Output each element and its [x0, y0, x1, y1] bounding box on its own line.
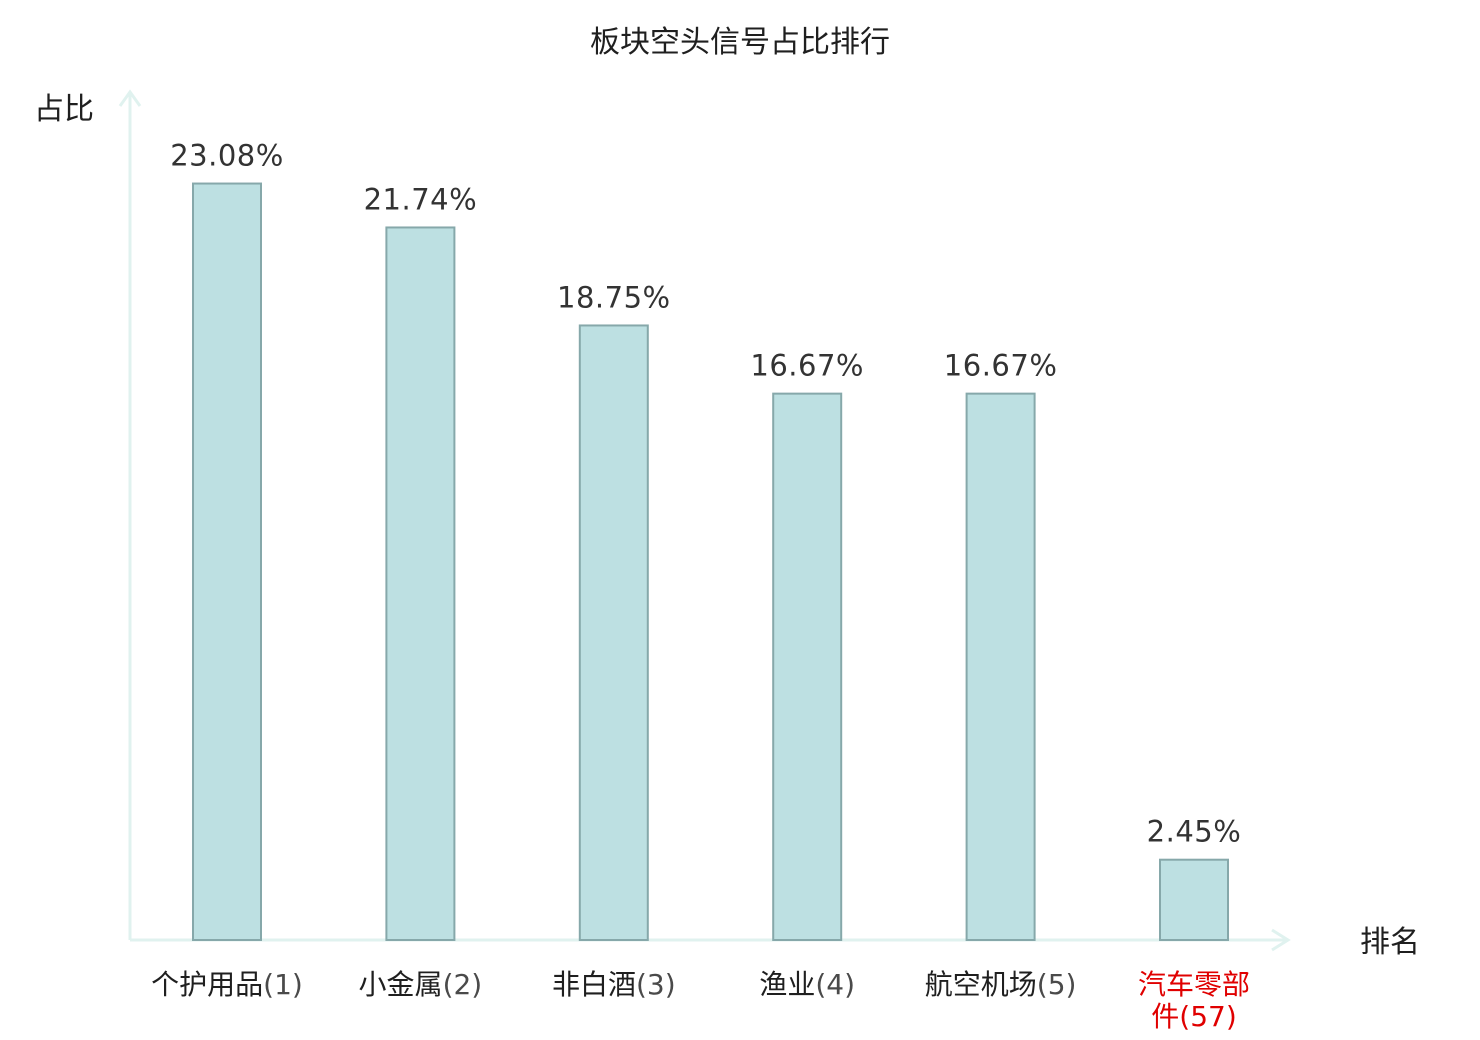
category-name: 小金属 — [359, 968, 443, 1001]
bar-6 — [1159, 858, 1229, 942]
category-rank: (4) — [815, 968, 855, 1001]
svg-text:小金属(2): 小金属(2) — [359, 968, 483, 1001]
bar-2 — [385, 226, 456, 942]
value-label-1: 23.08% — [170, 139, 284, 173]
x-axis — [130, 928, 1291, 952]
x-axis-arrow — [1271, 928, 1291, 952]
value-label-4: 16.67% — [750, 349, 864, 383]
category-label-5: 航空机场(5) — [925, 968, 1077, 1001]
category-rank: (2) — [443, 968, 483, 1001]
svg-text:航空机场(5): 航空机场(5) — [925, 968, 1077, 1001]
category-label-4: 渔业(4) — [759, 968, 855, 1001]
category-rank: (57) — [1179, 1000, 1236, 1033]
category-rank: (5) — [1037, 968, 1077, 1001]
category-name: 渔业 — [759, 968, 815, 1001]
value-label-5: 16.67% — [944, 349, 1058, 383]
bar-4 — [772, 392, 843, 941]
bars-group — [192, 182, 1229, 942]
category-rank: (1) — [263, 968, 303, 1001]
category-name: 个护用品 — [151, 968, 263, 1001]
value-label-6: 2.45% — [1147, 815, 1242, 849]
category-name-line2: 件(57) — [1151, 1000, 1237, 1033]
category-name: 航空机场 — [925, 968, 1037, 1001]
category-name-line1: 汽车零部 — [1138, 968, 1250, 1001]
svg-text:非白酒(3): 非白酒(3) — [552, 968, 676, 1001]
category-label-3: 非白酒(3) — [552, 968, 676, 1001]
value-label-2: 21.74% — [364, 182, 478, 216]
y-axis-arrow — [118, 89, 142, 107]
category-rank: (3) — [636, 968, 676, 1001]
value-label-3: 18.75% — [557, 280, 671, 314]
y-axis-label: 占比 — [34, 92, 94, 127]
y-axis — [118, 89, 142, 940]
category-name: 非白酒 — [552, 968, 636, 1001]
svg-text:个护用品(1): 个护用品(1) — [151, 968, 303, 1001]
category-label-1: 个护用品(1) — [151, 968, 303, 1001]
value-labels-group: 23.08% 21.74% 18.75% 16.67% 16.67% 2.45% — [170, 139, 1241, 849]
chart-title: 板块空头信号占比排行 — [590, 25, 890, 60]
x-axis-label: 排名 — [1360, 925, 1420, 960]
category-label-2: 小金属(2) — [359, 968, 483, 1001]
bar-1 — [192, 182, 262, 942]
bar-5 — [965, 392, 1036, 941]
bar-3 — [578, 324, 649, 942]
svg-text:渔业(4): 渔业(4) — [759, 968, 855, 1001]
